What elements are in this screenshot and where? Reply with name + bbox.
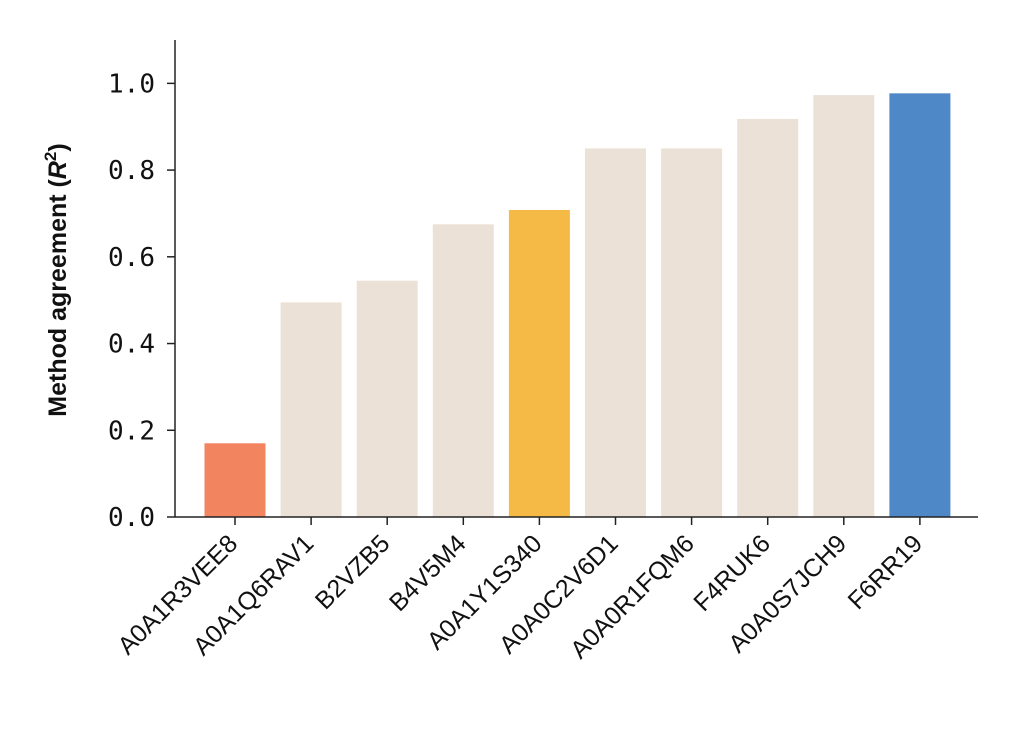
x-axis: A0A1R3VEE8A0A1Q6RAV1B2VZB5B4V5M4A0A1Y1S3…	[112, 516, 978, 664]
bar-B4V5M4	[432, 224, 494, 517]
y-tick-label: 1.0	[108, 69, 155, 99]
y-tick-label: 0.8	[108, 156, 155, 186]
bar-A0A0R1FQM6	[661, 148, 723, 517]
y-axis: 0.0 0.2 0.4 0.6 0.8 1.0	[108, 40, 176, 533]
bars-group	[204, 93, 951, 518]
bar-F6RR19	[889, 93, 951, 517]
x-tick-label: B2VZB5	[310, 529, 396, 615]
bar-B2VZB5	[356, 280, 418, 517]
x-tick-label: F6RR19	[843, 529, 929, 615]
bar-A0A0C2V6D1	[585, 148, 646, 517]
bar-A0A1Y1S340	[508, 209, 570, 517]
bar-A0A1Q6RAV1	[280, 302, 342, 517]
y-axis-title: Method agreement (R2)	[41, 143, 72, 416]
y-tick-label: 0.0	[108, 503, 155, 533]
y-tick-label: 0.4	[108, 330, 155, 360]
bar-A0A0S7JCH9	[813, 95, 875, 518]
y-tick-label: 0.6	[108, 243, 155, 273]
bar-A0A1R3VEE8	[204, 443, 266, 517]
y-tick-label: 0.2	[108, 416, 155, 446]
bar-F4RUK6	[737, 118, 799, 518]
